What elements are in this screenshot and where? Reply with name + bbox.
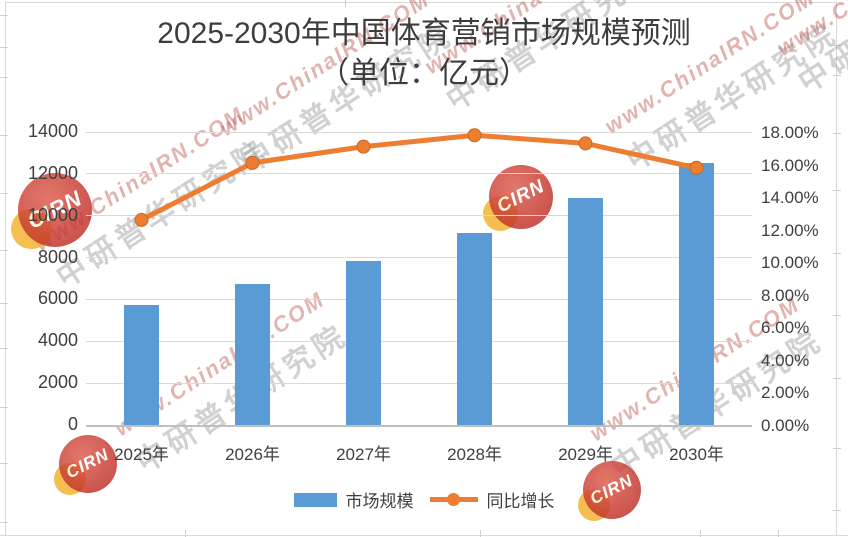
cirn-stamp: CIRN (483, 165, 553, 231)
x-axis-label-2028年: 2028年 (447, 445, 502, 464)
x-axis-label-2030年: 2030年 (669, 445, 724, 464)
x-axis-label-2026年: 2026年 (225, 445, 280, 464)
left-axis-tick-label: 10000 (27, 204, 78, 225)
left-axis-tick-label: 14000 (27, 121, 78, 141)
bar-2028年 (457, 232, 492, 425)
left-axis-tick-label: 8000 (37, 246, 78, 267)
sheet-gridline-tick (778, 530, 779, 537)
line-point-2027年 (356, 139, 371, 154)
sheet-gridline-tick (345, 0, 346, 7)
gridline (86, 215, 752, 217)
sheet-gridline-tick (0, 348, 8, 349)
legend-line-dot (446, 493, 460, 506)
legend-bar-swatch (293, 492, 337, 507)
chart-title: 2025-2030年中国体育营销市场规模预测 （单位：亿元） (0, 14, 848, 94)
line-point-2026年 (245, 155, 260, 170)
sheet-gridline-tick (0, 47, 8, 48)
left-axis-tick-label: 12000 (27, 162, 78, 183)
bar-2030年 (679, 163, 714, 425)
sheet-gridline-tick (833, 75, 841, 76)
right-axis-tick-label: 12.00% (761, 220, 819, 240)
sheet-gridline-tick (833, 510, 841, 511)
sheet-gridline-tick (833, 190, 841, 191)
legend-label-growth: 同比增长 (486, 492, 555, 511)
gridline (86, 298, 752, 300)
sheet-gridline-tick (833, 253, 841, 254)
gridline (86, 340, 752, 342)
stamp-red-circle: CIRN (489, 165, 553, 229)
sheet-border-right (836, 2, 837, 535)
bar-2029年 (568, 198, 603, 425)
right-axis-tick-label: 6.00% (761, 318, 810, 338)
stamp-yellow-crescent (483, 195, 519, 231)
cirn-stamp-label: CIRN (493, 175, 549, 218)
sheet-gridline-tick (833, 448, 841, 449)
right-axis-tick-label: 16.00% (761, 155, 819, 175)
sheet-gridline-tick (833, 315, 841, 316)
left-axis-tick-label: 6000 (37, 288, 78, 309)
bar-2027年 (346, 260, 381, 425)
bar-2025年 (124, 305, 159, 425)
growth-line (140, 132, 698, 223)
chart-title-line1: 2025-2030年中国体育营销市场规模预测 (157, 17, 691, 50)
x-axis-line (86, 424, 752, 427)
x-axis-label-2027年: 2027年 (336, 445, 391, 464)
right-axis-tick-label: 10.00% (761, 253, 819, 273)
right-axis-tick-label: 14.00% (761, 188, 819, 208)
sheet-gridline-tick (0, 193, 8, 194)
right-axis-tick-label: 18.00% (761, 123, 819, 142)
sheet-border-bottom (0, 535, 848, 536)
gridline (86, 131, 752, 133)
sheet-gridline-tick (0, 407, 8, 408)
sheet-gridline-tick (0, 303, 8, 304)
sheet-gridline-tick (0, 463, 8, 464)
sheet-gridline-tick (700, 530, 701, 537)
gridline (86, 173, 752, 175)
left-axis-tick-label: 0 (67, 414, 78, 434)
sheet-border-left (5, 2, 6, 535)
watermark-brand: 中研普华研究院 (50, 133, 275, 295)
sheet-gridline-tick (0, 135, 8, 136)
x-axis-label-2025年: 2025年 (114, 445, 169, 464)
sheet-gridline-tick (0, 77, 8, 78)
gridline (86, 382, 752, 384)
legend-item-market-size: 市场规模 (293, 487, 414, 512)
right-axis-tick-label: 4.00% (761, 350, 810, 370)
sheet-gridline-tick (185, 530, 186, 537)
x-axis-label-2029年: 2029年 (558, 445, 613, 464)
sheet-gridline-tick (0, 522, 8, 523)
bar-2026年 (235, 283, 270, 425)
line-point-2029年 (578, 136, 593, 151)
legend-label-market-size: 市场规模 (345, 492, 414, 511)
sheet-gridline-tick (480, 530, 481, 537)
sheet-gridline-tick (833, 378, 841, 379)
right-axis-tick-label: 2.00% (761, 383, 810, 403)
gridline (86, 257, 752, 259)
sheet-gridline-tick (0, 15, 8, 16)
left-axis-tick-label: 4000 (37, 330, 78, 351)
legend-item-growth: 同比增长 (429, 487, 555, 512)
right-axis-tick-label: 0.00% (761, 416, 810, 435)
sheet-border-top (5, 2, 836, 3)
legend-line-marker (429, 493, 478, 506)
left-axis-tick-label: 2000 (37, 372, 78, 393)
sheet-gridline-tick (833, 133, 841, 134)
sheet-gridline-tick (833, 45, 841, 46)
sheet-gridline-tick (0, 250, 8, 251)
chart-title-line2: （单位：亿元） (319, 57, 529, 90)
legend: 市场规模 同比增长 (0, 487, 848, 512)
right-axis-tick-label: 8.00% (761, 285, 810, 305)
